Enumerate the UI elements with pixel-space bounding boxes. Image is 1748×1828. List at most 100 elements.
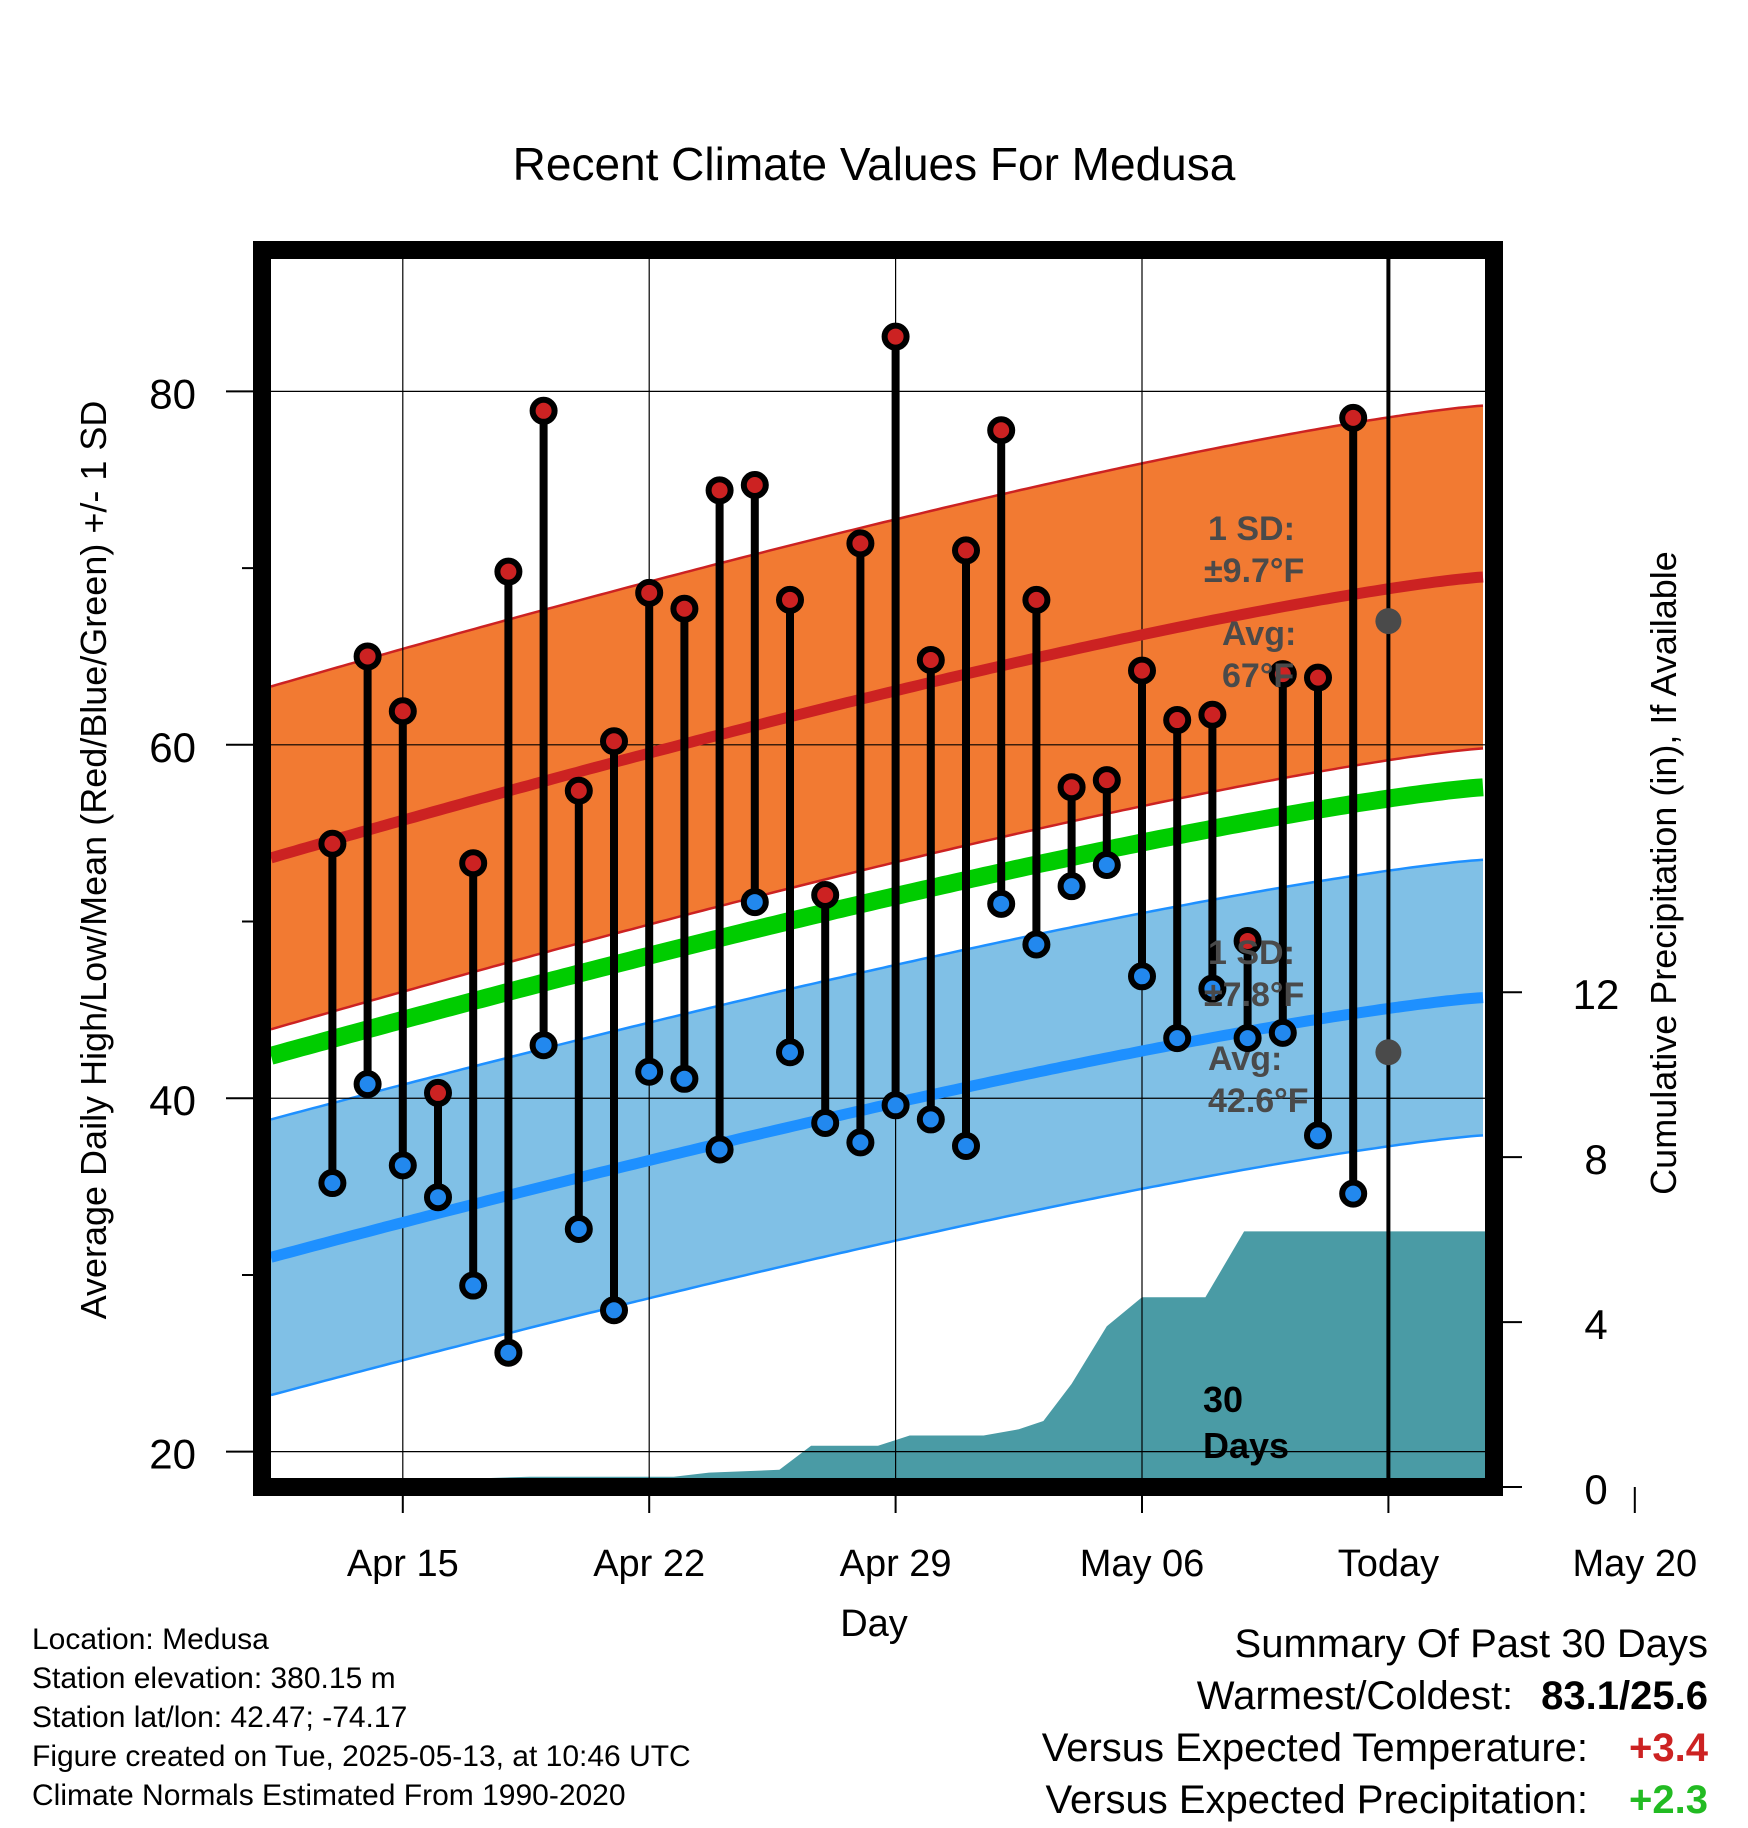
normal-high-line xyxy=(269,571,1484,864)
daily-low-point xyxy=(353,1070,382,1099)
daily-low-point xyxy=(811,1108,840,1137)
high-sd-value: ±9.7°F xyxy=(1204,552,1304,590)
cumulative-precip xyxy=(271,1231,1485,1478)
daily-low-point xyxy=(1163,1024,1192,1053)
daily-high-point xyxy=(1198,700,1227,729)
latlon-text: Station lat/lon: 42.47; -74.17 xyxy=(32,1701,408,1734)
daily-high-point xyxy=(881,322,910,351)
daily-low-point xyxy=(1198,974,1227,1003)
daily-stems xyxy=(328,336,1358,1353)
high-sd-label: 1 SD: xyxy=(1208,510,1295,548)
daily-low-point xyxy=(600,1296,628,1325)
today-marker xyxy=(1375,259,1402,1478)
low-sd-label: 1 SD: xyxy=(1208,934,1295,972)
y2-tick-label: 12 xyxy=(1573,971,1620,1018)
x-tick-label: Apr 29 xyxy=(840,1543,952,1585)
high-avg-value: 67°F xyxy=(1222,657,1294,695)
daily-low-point xyxy=(494,1338,523,1367)
daily-high-point xyxy=(952,536,980,565)
y2-tick-label: 8 xyxy=(1584,1136,1607,1183)
temp-value: +3.4 xyxy=(1629,1726,1708,1770)
today-days-label: 30 Days xyxy=(1203,1379,1289,1466)
daily-high-point xyxy=(600,727,628,756)
daily-low-point xyxy=(740,888,769,917)
daily-low-point xyxy=(952,1131,980,1160)
daily-low-point xyxy=(1233,1024,1262,1053)
y-tick-label: 20 xyxy=(149,1431,196,1478)
daily-high-point xyxy=(1304,663,1332,692)
daily-low-point xyxy=(1339,1179,1368,1208)
daily-low-point xyxy=(846,1128,875,1157)
daily-high-point xyxy=(1128,656,1156,685)
precip-area xyxy=(271,1231,1485,1478)
daily-high-point xyxy=(846,529,875,558)
daily-high-point xyxy=(1057,773,1086,802)
today-high-avg-dot xyxy=(1375,608,1402,635)
daily-high-point xyxy=(776,585,804,614)
axes: 20 40 60 80 0 4 8 12 Apr 15 Apr 22 Apr 29 May 06 Tod… xyxy=(149,370,1697,1585)
low-sd-value: ±7.8°F xyxy=(1204,976,1304,1014)
daily-low-point xyxy=(1092,850,1121,879)
daily-high-point xyxy=(1092,766,1121,795)
daily-high-point xyxy=(670,594,699,623)
daily-high-point xyxy=(318,829,347,858)
daily-high-point xyxy=(529,396,558,425)
daily-high-point xyxy=(564,776,593,805)
daily-low-point xyxy=(776,1038,804,1067)
high-avg-label: Avg: xyxy=(1222,615,1296,653)
y-tick-label: 80 xyxy=(149,370,196,417)
annotations: 1 SD: ±9.7°F Avg: 67°F 1 SD: ±7.8°F Avg:… xyxy=(1203,510,1309,1466)
daily-high-point xyxy=(1268,660,1297,689)
daily-low-point xyxy=(987,889,1016,918)
x-tick-label: Apr 22 xyxy=(593,1543,705,1585)
y-tick-label: 60 xyxy=(149,724,196,771)
daily-high-point xyxy=(705,476,734,505)
daily-low-point xyxy=(916,1105,945,1134)
daily-high-point xyxy=(811,881,840,910)
daily-high-point xyxy=(987,416,1016,445)
daily-low-point xyxy=(1022,930,1051,959)
elevation-text: Station elevation: 380.15 m xyxy=(32,1662,396,1695)
daily-low-point xyxy=(388,1151,417,1180)
temp-label: Versus Expected Temperature: xyxy=(1041,1726,1588,1770)
normals-text: Climate Normals Estimated From 1990-2020 xyxy=(32,1779,626,1812)
x-tick-label: May 06 xyxy=(1080,1543,1205,1585)
daily-dots xyxy=(318,322,1368,1367)
x-tick-label: May 20 xyxy=(1572,1543,1697,1585)
y-tick-label: 40 xyxy=(149,1077,196,1124)
low-avg-value: 42.6°F xyxy=(1208,1082,1309,1120)
daily-low-point xyxy=(1304,1121,1332,1150)
x-tick-label: Today xyxy=(1338,1543,1439,1585)
daily-high-point xyxy=(916,645,945,674)
y2-axis-label: Cumulative Precipitation (in), If Availa… xyxy=(1643,551,1684,1195)
plot-frame xyxy=(253,241,1503,1496)
daily-low-point xyxy=(564,1214,593,1243)
daily-high-point xyxy=(740,471,769,500)
summary-panel: Summary Of Past 30 Days Warmest/Coldest:… xyxy=(1042,1618,1708,1826)
daily-high-point xyxy=(388,697,417,726)
daily-low-point xyxy=(1128,962,1156,991)
y-axis-label: Average Daily High/Low/Mean (Red/Blue/Gr… xyxy=(73,401,114,1320)
daily-low-point xyxy=(635,1057,664,1086)
today-days-number: 30 xyxy=(1203,1379,1243,1420)
x-tick-label: Apr 15 xyxy=(347,1543,459,1585)
daily-high-point xyxy=(1339,403,1368,432)
daily-high-point xyxy=(1022,585,1051,614)
created-text: Figure created on Tue, 2025-05-13, at 10… xyxy=(32,1740,691,1773)
warm-cold-label: Warmest/Coldest: xyxy=(1196,1674,1514,1718)
y2-tick-label: 4 xyxy=(1584,1301,1607,1348)
daily-low-point xyxy=(705,1135,734,1164)
daily-low-point xyxy=(318,1169,347,1198)
summary-heading: Summary Of Past 30 Days xyxy=(1234,1622,1708,1666)
chart-title: Recent Climate Values For Medusa xyxy=(513,138,1236,190)
daily-high-point xyxy=(635,578,664,607)
daily-low-point xyxy=(1057,872,1086,901)
daily-low-point xyxy=(1268,1018,1297,1047)
warm-cold-value: 83.1/25.6 xyxy=(1541,1674,1708,1718)
y2-tick-label: 0 xyxy=(1584,1466,1607,1513)
daily-high-point xyxy=(494,557,523,586)
daily-high-point xyxy=(1163,706,1192,735)
high-band-upper-edge xyxy=(270,404,1484,688)
daily-high-point xyxy=(459,849,488,878)
